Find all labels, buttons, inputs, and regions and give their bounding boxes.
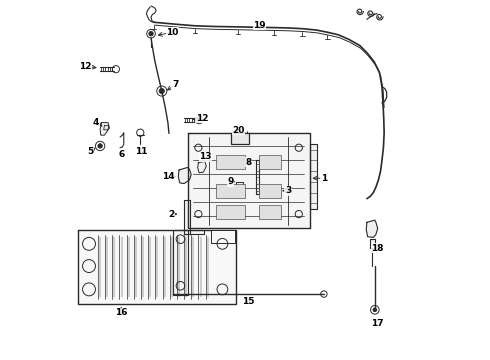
Bar [259, 184, 281, 198]
Bar [216, 184, 245, 198]
Text: 15: 15 [243, 297, 255, 306]
Polygon shape [104, 126, 109, 130]
Polygon shape [256, 160, 259, 194]
Text: 2: 2 [169, 210, 174, 219]
Text: 19: 19 [253, 21, 266, 30]
Polygon shape [236, 182, 243, 187]
Bar [231, 133, 248, 144]
Polygon shape [173, 230, 188, 295]
Polygon shape [78, 230, 236, 304]
Polygon shape [370, 239, 375, 248]
Circle shape [373, 308, 377, 312]
Text: 11: 11 [135, 147, 147, 156]
Text: 3: 3 [285, 186, 291, 195]
Polygon shape [197, 161, 206, 173]
Bar [211, 230, 235, 243]
Polygon shape [184, 230, 204, 234]
Text: 9: 9 [227, 177, 234, 186]
Circle shape [159, 89, 164, 94]
Bar [216, 155, 245, 169]
Bar [216, 205, 245, 220]
Text: 4: 4 [93, 118, 99, 127]
Bar [259, 155, 281, 169]
Circle shape [98, 144, 102, 148]
Circle shape [149, 32, 153, 36]
Polygon shape [310, 144, 317, 209]
Polygon shape [178, 167, 191, 184]
Text: 12: 12 [196, 114, 208, 123]
Text: 13: 13 [199, 152, 212, 161]
Text: 14: 14 [162, 172, 174, 181]
Text: 1: 1 [321, 174, 327, 183]
Text: 20: 20 [232, 126, 245, 135]
Text: 12: 12 [79, 62, 92, 71]
Polygon shape [184, 200, 191, 234]
Text: 7: 7 [172, 81, 178, 90]
Text: 8: 8 [245, 158, 252, 167]
Polygon shape [366, 220, 378, 237]
Text: 6: 6 [118, 150, 124, 159]
Text: 5: 5 [88, 147, 94, 156]
Text: 18: 18 [371, 244, 384, 253]
Text: 16: 16 [115, 308, 127, 317]
Polygon shape [100, 123, 109, 135]
Bar [259, 205, 281, 220]
Polygon shape [188, 134, 310, 228]
Text: 10: 10 [167, 28, 179, 37]
Text: 17: 17 [371, 319, 384, 328]
